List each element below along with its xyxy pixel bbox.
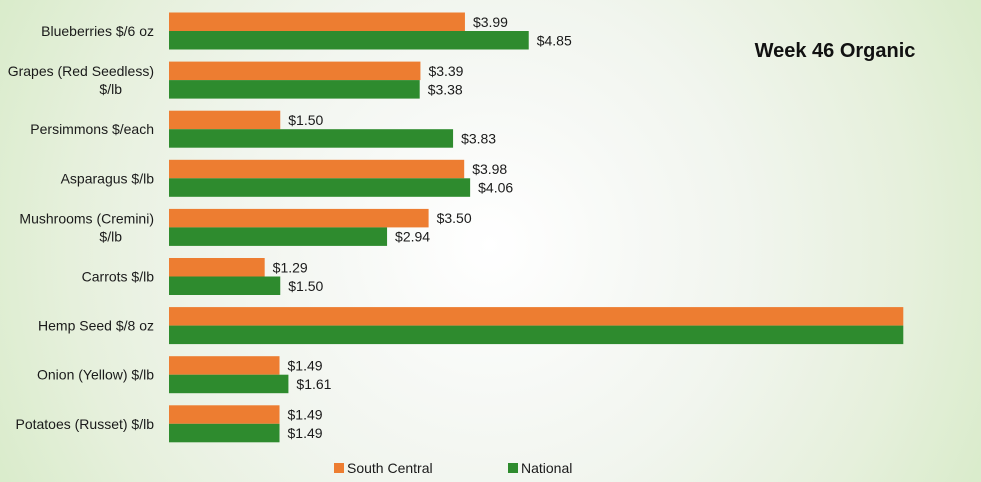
bar-south-central — [169, 159, 465, 179]
bar-south-central — [169, 61, 421, 81]
bar-national — [169, 178, 471, 197]
bar-national — [169, 31, 529, 50]
bar-south-central — [169, 258, 265, 277]
bars-layer — [169, 12, 904, 443]
data-label: $2.94 — [395, 229, 430, 245]
category-label: Mushrooms (Cremini) $/lb — [19, 210, 154, 244]
data-label: $3.39 — [428, 63, 463, 79]
data-label: $1.49 — [288, 407, 323, 423]
category-label: Persimmons $/each — [30, 121, 154, 137]
legend: South Central National — [334, 460, 572, 476]
data-label: $4.85 — [537, 32, 572, 48]
bar-national — [169, 80, 420, 99]
legend-label: National — [521, 460, 572, 476]
bar-south-central — [169, 208, 429, 228]
category-label: Carrots $/lb — [82, 269, 155, 285]
data-label: $1.61 — [296, 376, 331, 392]
data-label: $1.49 — [288, 425, 323, 441]
bar-national — [169, 129, 454, 148]
data-label: $3.50 — [437, 210, 472, 226]
legend-swatch — [334, 463, 344, 473]
data-label: $1.49 — [288, 357, 323, 373]
data-label: $3.98 — [472, 161, 507, 177]
category-label: Hemp Seed $/8 oz — [38, 318, 154, 334]
legend-swatch — [508, 463, 518, 473]
bar-south-central — [169, 12, 465, 31]
chart-title: Week 46 Organic — [755, 40, 916, 62]
data-label: $1.50 — [288, 278, 323, 294]
category-label: Potatoes (Russet) $/lb — [15, 416, 154, 432]
bar-south-central — [169, 307, 904, 326]
data-label: $3.38 — [428, 81, 463, 97]
bar-national — [169, 276, 281, 295]
bar-south-central — [169, 405, 280, 424]
bar-south-central — [169, 110, 281, 130]
data-label: $3.83 — [461, 130, 496, 146]
category-label: Grapes (Red Seedless) $/lb — [8, 63, 154, 97]
data-label: $1.29 — [273, 259, 308, 275]
legend-label: South Central — [347, 460, 433, 476]
category-label: Blueberries $/6 oz — [41, 23, 154, 39]
data-label: $4.06 — [478, 180, 513, 196]
category-label: Onion (Yellow) $/lb — [37, 367, 154, 383]
bar-south-central — [169, 356, 280, 375]
labels-layer: Blueberries $/6 oz $3.99 $4.85 Grapes (Red … — [8, 14, 572, 441]
bar-national — [169, 227, 388, 246]
bar-national — [169, 325, 904, 345]
bar-national — [169, 374, 289, 394]
data-label: $1.50 — [288, 112, 323, 128]
bar-national — [169, 423, 280, 443]
data-label: $3.99 — [473, 14, 508, 30]
category-label: Asparagus $/lb — [61, 170, 155, 186]
